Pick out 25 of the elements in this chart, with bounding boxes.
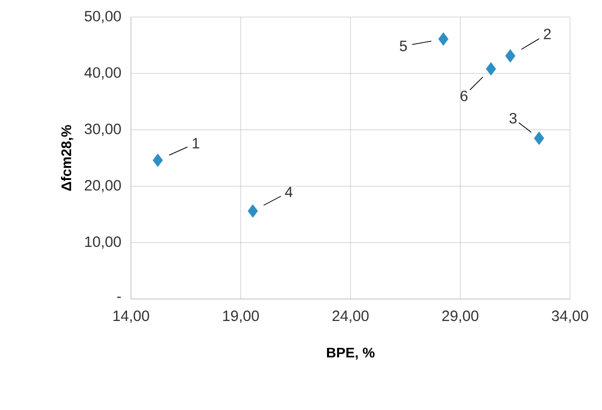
y-axis-title: Δfcm28,%	[60, 125, 74, 191]
y-tick-label: -	[117, 296, 121, 298]
y-tick-label: 10,00	[85, 236, 121, 249]
y-tick-label: 30,00	[84, 124, 121, 136]
annotation: 5	[400, 40, 407, 52]
x-tick-label: 14,00	[113, 310, 150, 323]
annotation: 4	[285, 186, 293, 198]
x-axis-title: BPE, %	[327, 348, 375, 360]
point	[438, 32, 448, 46]
point	[248, 204, 258, 218]
point	[534, 132, 544, 145]
y-tick-label: 40,00	[84, 67, 121, 80]
annotation: 6	[460, 90, 468, 102]
x-tick-label: 19,00	[223, 310, 259, 323]
x-tick-label: 29,00	[442, 310, 478, 323]
annotation: 3	[509, 112, 517, 124]
point	[486, 62, 496, 76]
x-tick-label: 34,00	[552, 310, 588, 323]
point	[152, 154, 163, 167]
x-tick-label: 24,00	[332, 310, 369, 323]
y-tick-label: 20,00	[84, 180, 121, 192]
point	[505, 49, 516, 63]
annotation: 1	[192, 138, 200, 148]
annotation: 2	[544, 28, 551, 40]
y-tick-label: 50,00	[84, 10, 121, 24]
